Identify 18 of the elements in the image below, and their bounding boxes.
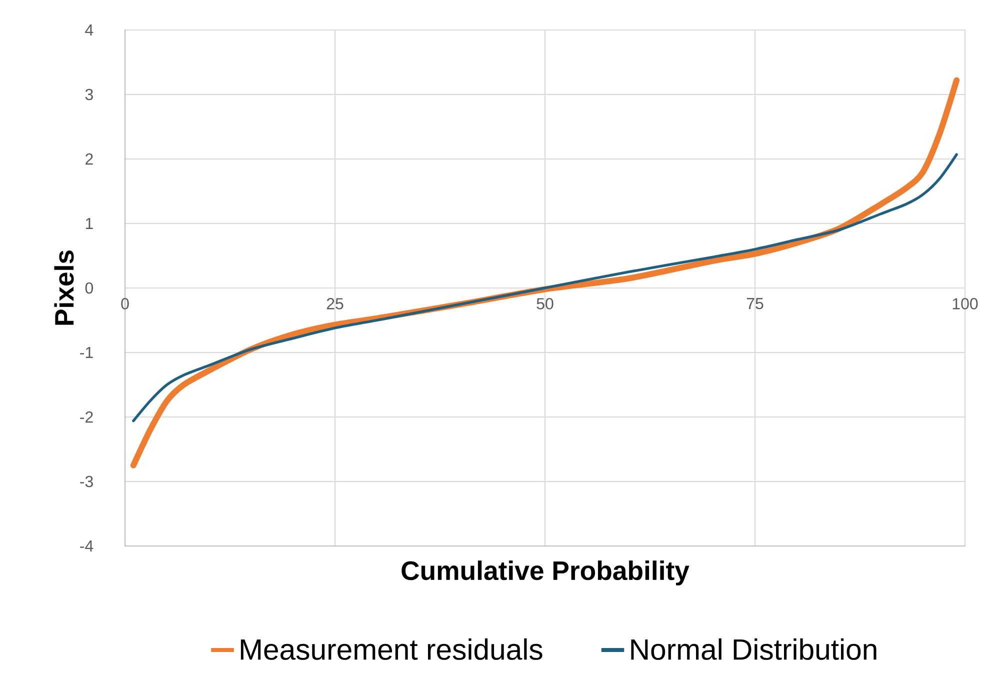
y-tick-label: 4 [85, 24, 94, 36]
x-tick-label: 100 [952, 298, 978, 310]
y-tick-label: -4 [80, 540, 94, 552]
x-tick-label: 50 [536, 298, 554, 310]
y-tick-label: 2 [86, 153, 93, 165]
y-tick-label: 0 [85, 282, 94, 294]
y-tick-label: 1 [86, 218, 93, 229]
y-tick-label: -2 [80, 411, 93, 423]
y-tick-label: -1 [80, 346, 93, 358]
y-tick-label: -3 [80, 476, 93, 488]
y-tick-label: 3 [85, 88, 93, 100]
y-axis-title: Pixels [54, 250, 74, 325]
legend-label: Measurement residuals [240, 638, 542, 660]
legend-label: Normal Distribution [631, 638, 876, 660]
x-tick-label: 75 [746, 298, 764, 310]
x-tick-label: 0 [121, 298, 129, 310]
x-axis-title: Cumulative Probability [402, 560, 690, 586]
x-tick-label: 25 [326, 298, 344, 310]
